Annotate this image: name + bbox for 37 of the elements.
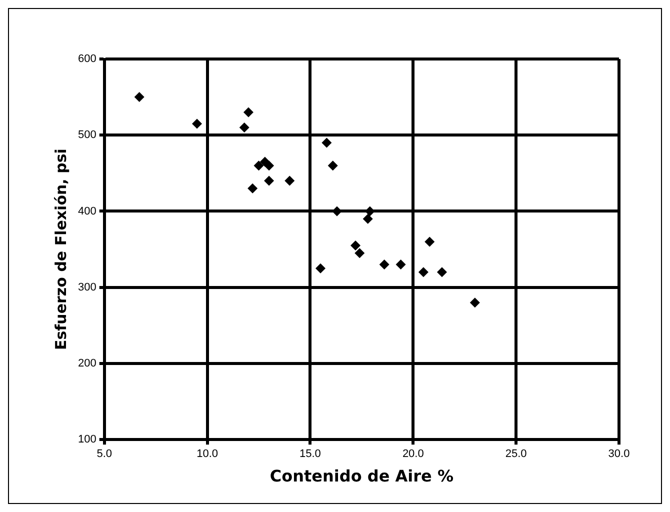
point (332, 206, 342, 216)
x-tick-label: 15.0 (300, 448, 321, 460)
point (284, 176, 295, 186)
point (424, 236, 435, 247)
point (316, 263, 326, 274)
point (364, 206, 375, 216)
y-tick-label: 300 (78, 281, 96, 294)
point (470, 298, 480, 308)
x-tick-label: 20.0 (402, 448, 424, 460)
point (134, 92, 144, 102)
point (239, 122, 250, 133)
y-axis-title: Esfuerzo de Flexión, psi (52, 148, 70, 350)
y-tick-label: 500 (78, 129, 96, 142)
x-tick-label: 25.0 (505, 448, 527, 460)
point (418, 267, 428, 278)
point (436, 267, 447, 278)
y-tick-label: 100 (78, 434, 96, 446)
point (248, 183, 258, 194)
point (243, 107, 254, 118)
point (379, 260, 390, 270)
point (254, 160, 264, 171)
point (350, 240, 360, 250)
x-tick-label: 5.0 (96, 448, 112, 460)
y-tick-label: 200 (78, 358, 96, 370)
point (328, 160, 338, 171)
point (264, 176, 274, 186)
point (362, 214, 373, 224)
x-tick-label: 30.0 (608, 448, 630, 460)
y-tick-label: 400 (78, 205, 96, 218)
point (192, 118, 202, 129)
y-tick-label: 600 (78, 53, 96, 66)
point (322, 138, 332, 148)
x-axis-title: Contenido de Aire % (270, 466, 454, 486)
point (354, 248, 365, 258)
x-tick-label: 10.0 (196, 448, 218, 460)
point (396, 260, 406, 270)
point (264, 160, 274, 171)
